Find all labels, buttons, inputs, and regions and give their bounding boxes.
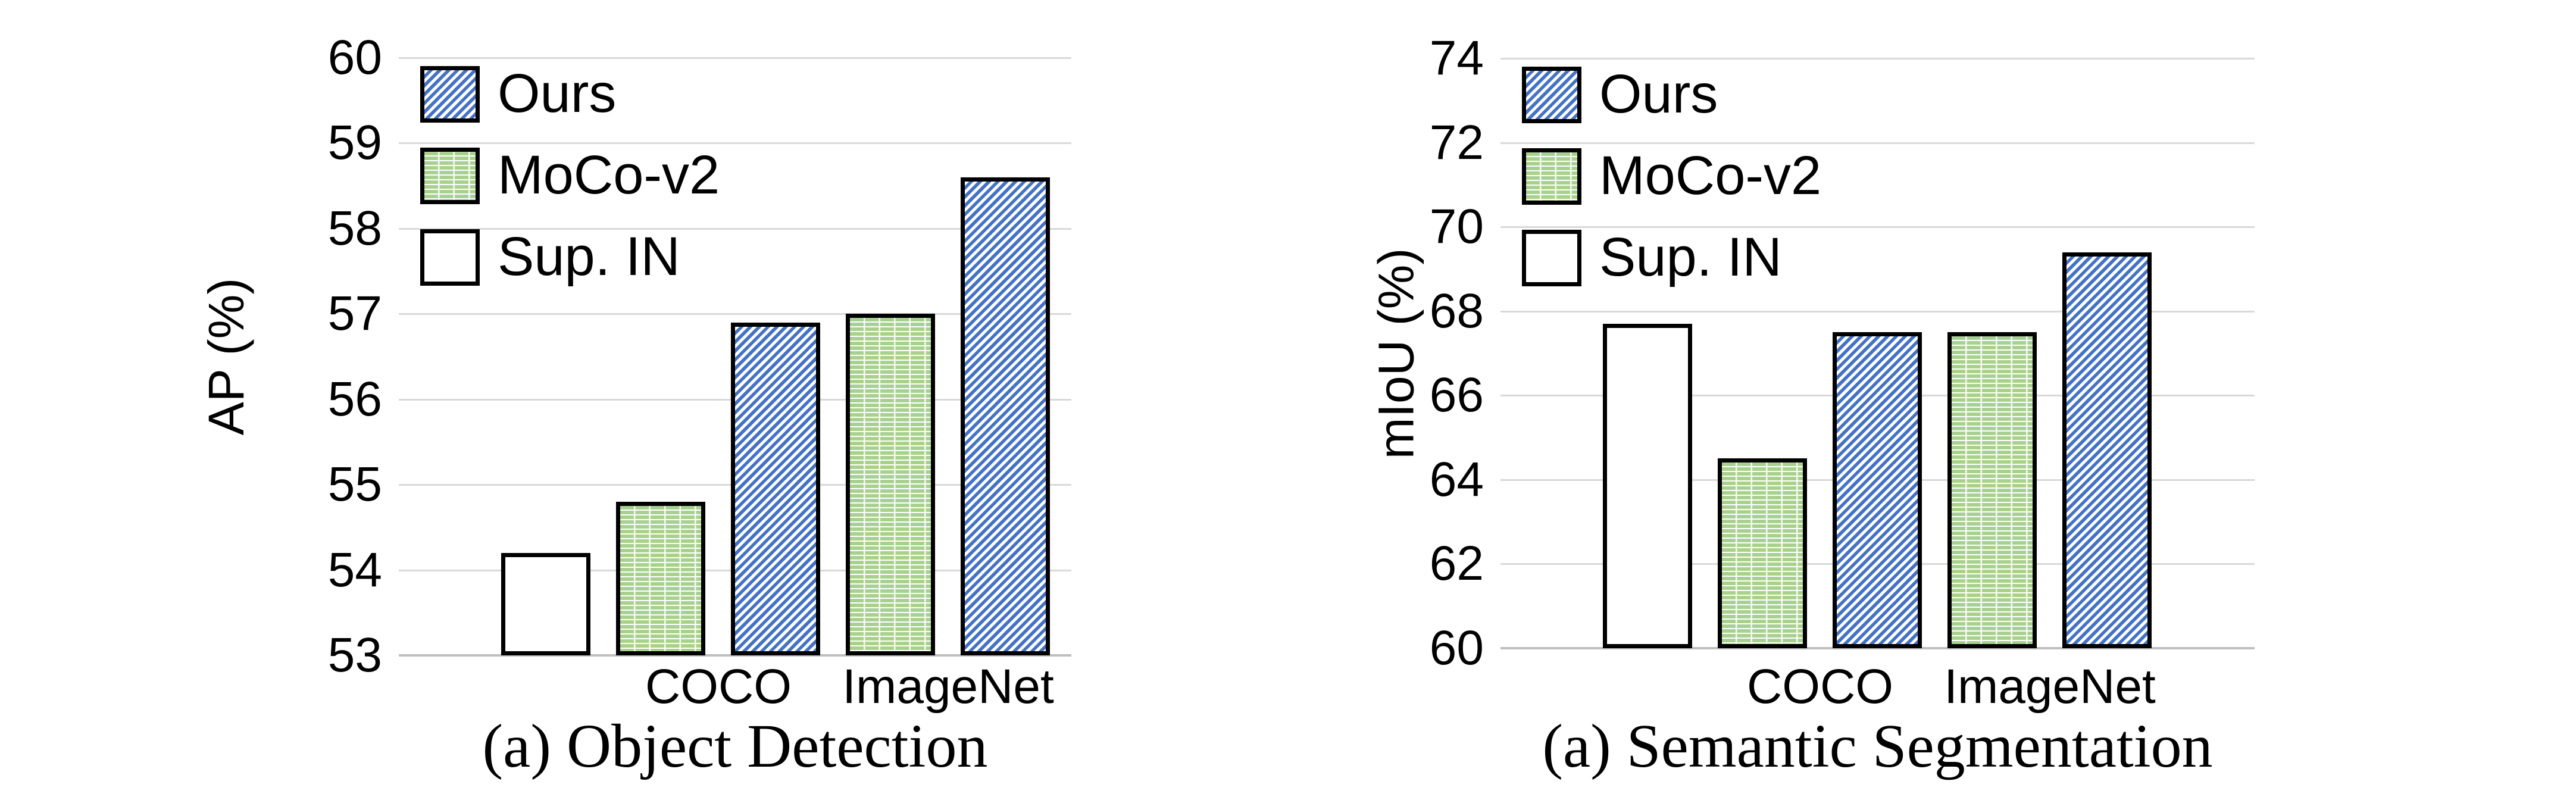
y-tick-label: 74 [1429,31,1484,85]
x-category-label: COCO [1747,660,1893,714]
legend-item-label: Sup. IN [1599,227,1782,288]
legend-swatch-sup-in [420,229,480,286]
legend-swatch-sup-in [1522,230,1581,286]
y-tick-label: 68 [1429,284,1484,338]
x-category-label: COCO [645,660,792,714]
legend-swatch-moco-v2 [1522,148,1581,205]
x-category-label: ImageNet [1944,660,2156,714]
bar-ours-coco [1833,332,1922,648]
gridline [1500,58,2255,60]
legend-item-label: Ours [498,63,617,124]
legend-item-label: MoCo-v2 [498,145,720,205]
bar-sup-in [1603,324,1692,648]
x-category-label: ImageNet [842,660,1054,714]
x-axis-line [1500,647,2255,649]
y-tick-label: 72 [1429,115,1484,170]
bar-moco-v2-imagenet [846,314,935,655]
y-tick-label: 62 [1429,536,1484,590]
legend-item-label: Ours [1599,64,1718,124]
y-tick-label: 66 [1429,368,1484,422]
y-tick-label: 59 [327,115,382,170]
gridline [399,228,1071,230]
bar-ours-imagenet [961,177,1050,655]
bar-sup-in [501,553,590,655]
chart-caption: (a) Object Detection [482,712,988,780]
bar-ours-coco [731,323,820,655]
y-tick-label: 60 [327,30,382,85]
gridline [399,142,1071,144]
legend-swatch-ours [420,66,480,123]
bar-moco-v2-imagenet [1947,332,2037,648]
gridline [1500,311,2255,312]
y-tick-label: 53 [327,628,382,682]
x-axis-line [399,654,1071,657]
legend-swatch-moco-v2 [420,148,480,204]
y-tick-label: 57 [327,286,382,340]
bar-ours-imagenet [2062,252,2152,648]
y-tick-label: 70 [1429,199,1484,254]
gridline [1500,226,2255,228]
y-tick-label: 54 [327,543,382,597]
y-tick-label: 60 [1429,621,1484,675]
bar-moco-v2-coco [1718,458,1807,648]
bar-moco-v2-coco [616,502,705,655]
gridline [399,313,1071,315]
y-tick-label: 64 [1429,452,1484,507]
y-tick-label: 58 [327,201,382,255]
legend-item-label: Sup. IN [498,226,680,287]
chart-caption: (a) Semantic Segmentation [1542,712,2213,780]
legend-item-label: MoCo-v2 [1599,145,1822,206]
gridline [399,57,1071,59]
legend-swatch-ours [1522,67,1581,123]
gridline [1500,142,2255,144]
y-tick-label: 56 [327,372,382,426]
y-tick-label: 55 [327,457,382,511]
